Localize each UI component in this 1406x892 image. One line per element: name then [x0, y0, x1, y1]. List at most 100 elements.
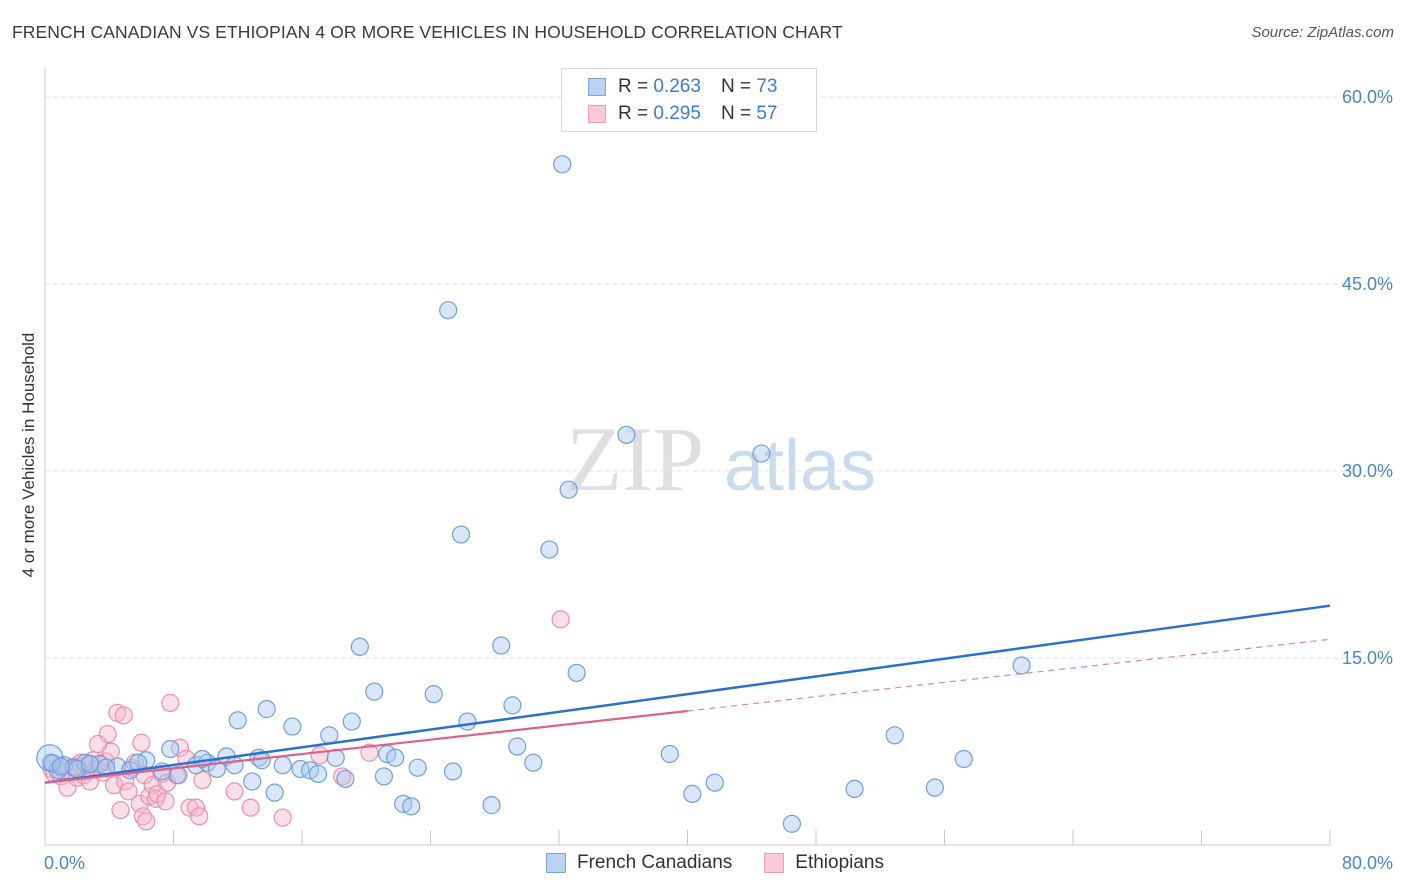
series-legend: French Canadians Ethiopians [546, 852, 916, 874]
data-point-blue [225, 756, 244, 775]
series-label-ethiopians: Ethiopians [795, 852, 884, 873]
legend-r-label: R = [618, 76, 649, 97]
legend-swatch-blue [588, 78, 606, 96]
data-point-blue [553, 155, 572, 174]
data-point-pink [98, 724, 117, 744]
watermark-atlas: atlas [724, 426, 876, 506]
data-point-pink [241, 798, 260, 817]
data-point-pink [114, 706, 133, 725]
data-point-blue [42, 753, 61, 772]
chart-title: FRENCH CANADIAN VS ETHIOPIAN 4 OR MORE V… [12, 22, 843, 42]
data-point-blue [424, 685, 443, 704]
data-point-pink [88, 734, 108, 754]
legend-row-french-canadians: R = 0.263 N = 73 [588, 76, 777, 98]
data-point-pink [273, 808, 292, 827]
series-swatch-pink [764, 853, 785, 873]
legend-row-ethiopians: R = 0.295 N = 57 [588, 103, 777, 125]
legend-r-label: R = [618, 103, 649, 124]
data-point-blue [451, 525, 471, 544]
trend-line-french-canadians [44, 604, 1331, 784]
data-point-blue [320, 726, 339, 745]
legend-n-label: N = [720, 103, 752, 124]
data-point-blue [350, 637, 369, 656]
trend-line-ethiopians [44, 709, 688, 784]
data-point-blue [228, 711, 247, 730]
data-point-pink [132, 733, 151, 752]
data-point-blue [617, 425, 636, 444]
data-point-blue [283, 717, 302, 736]
data-point-pink [190, 807, 209, 826]
trend-line-ethiopians-extrapolated [687, 638, 1331, 712]
legend-r-value-blue: 0.263 [653, 76, 701, 97]
legend-n-value-blue: 73 [756, 76, 778, 97]
data-point-pink [310, 746, 329, 765]
data-point-pink [137, 812, 156, 831]
data-point-pink [161, 693, 180, 712]
data-point-blue [782, 814, 802, 833]
series-legend-item-french-canadians: French Canadians [546, 852, 732, 874]
data-point-blue [508, 737, 527, 756]
legend-r-value-pink: 0.295 [653, 103, 701, 124]
data-point-blue [752, 444, 771, 463]
data-point-pink [170, 738, 190, 757]
data-point-blue [342, 712, 361, 731]
data-point-blue [559, 480, 578, 499]
data-point-pink [193, 771, 212, 790]
y-tick-label: 30.0% [1342, 461, 1393, 481]
series-label-french-canadians: French Canadians [577, 852, 733, 873]
data-point-blue [954, 749, 973, 769]
data-point-blue [540, 540, 559, 559]
data-point-blue [243, 772, 262, 791]
x-tick-label: 80.0% [1342, 853, 1393, 873]
data-point-blue [161, 739, 180, 759]
data-point-blue [705, 773, 724, 792]
data-point-blue [365, 682, 384, 701]
data-point-pink [133, 807, 153, 826]
data-point-blue [1012, 656, 1031, 675]
data-point-blue [443, 762, 463, 781]
data-point-blue [374, 767, 394, 786]
data-point-pink [551, 610, 570, 629]
data-point-blue [925, 778, 944, 797]
data-point-blue [660, 744, 679, 764]
data-point-pink [111, 800, 130, 820]
legend-swatch-pink [588, 105, 606, 123]
data-point-pink [119, 782, 138, 801]
series-swatch-blue [546, 853, 566, 873]
data-point-pink [333, 767, 352, 786]
y-tick-label: 60.0% [1342, 87, 1393, 107]
data-point-blue [567, 663, 586, 683]
data-point-blue [291, 759, 310, 779]
watermark-zip: ZIP [566, 408, 704, 510]
data-point-blue [51, 757, 71, 776]
x-tick-label: 0.0% [44, 853, 85, 873]
data-point-pink [225, 782, 244, 801]
data-point-blue [482, 796, 501, 815]
data-point-blue [439, 301, 458, 320]
series-legend-item-ethiopians: Ethiopians [764, 852, 884, 874]
source-attribution: Source: ZipAtlas.com [1251, 24, 1394, 41]
data-point-blue [386, 748, 405, 767]
data-point-blue [524, 753, 543, 772]
data-point-blue [492, 636, 511, 655]
data-point-blue [408, 758, 427, 777]
data-point-blue [458, 712, 477, 731]
data-point-blue [257, 700, 276, 719]
data-point-blue [402, 797, 421, 816]
data-point-blue [683, 784, 702, 803]
data-point-pink [156, 792, 175, 811]
data-point-blue [308, 764, 328, 784]
data-point-blue [845, 779, 864, 799]
data-point-blue [885, 726, 904, 745]
stats-legend: R = 0.263 N = 73 R = 0.295 N = 57 [561, 68, 817, 132]
legend-n-label: N = [720, 76, 752, 97]
y-tick-label: 15.0% [1342, 648, 1393, 668]
data-point-pink [360, 743, 379, 762]
legend-n-value-pink: 57 [756, 103, 778, 124]
data-point-blue [273, 756, 292, 775]
data-point-blue [80, 754, 100, 774]
data-point-blue [503, 696, 522, 715]
y-tick-label: 45.0% [1342, 274, 1393, 294]
data-point-blue [265, 783, 284, 802]
